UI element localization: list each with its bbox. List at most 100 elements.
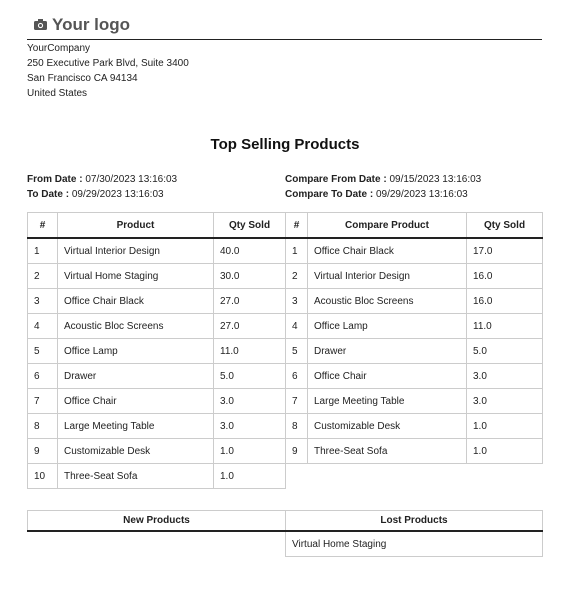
table-row: 9 Three-Seat Sofa 1.0 [285,438,543,464]
table-cell: 27.0 [213,313,286,339]
table-cell: 1.0 [213,438,286,464]
date-value: 09/29/2023 13:16:03 [71,189,164,200]
table-cell: Virtual Interior Design [57,237,214,264]
table-cell: 3.0 [466,363,543,389]
table-cell: Office Chair [307,363,467,389]
date-value: 07/30/2023 13:16:03 [85,174,178,185]
table-row: 6 Drawer 5.0 [27,363,286,389]
table-cell: Virtual Home Staging [57,263,214,289]
table-cell: Three-Seat Sofa [57,463,214,489]
empty-cell [28,531,286,557]
table-row: 5 Drawer 5.0 [285,338,543,364]
table-cell: 6 [285,363,308,389]
table-cell: 7 [27,388,58,414]
table-cell: 1.0 [213,463,286,489]
logo: Your logo [27,14,542,40]
table-cell: Office Chair Black [57,288,214,314]
column-header: Qty Sold [466,212,543,239]
table-cell: 5.0 [466,338,543,364]
date-label: To Date : [27,189,70,200]
table-cell: 1.0 [466,438,543,464]
column-header: # [27,212,58,239]
table-cell: 8 [285,413,308,439]
table-cell: Drawer [307,338,467,364]
table-cell: 6 [27,363,58,389]
table-cell: 17.0 [466,237,543,264]
date-label: From Date : [27,174,83,185]
header-row: # Product Qty Sold [27,212,286,239]
table-cell: 1 [285,237,308,264]
table-cell: 5 [27,338,58,364]
table-cell: 16.0 [466,288,543,314]
current-table: # Product Qty Sold 1 Virtual Interior Design… [27,212,286,489]
header-row: # Compare Product Qty Sold [285,212,543,239]
header-row: New Products Lost Products [27,510,543,532]
table-row: 3 Acoustic Bloc Screens 16.0 [285,288,543,314]
dates: From Date : 07/30/2023 13:16:03 To Date … [27,172,177,202]
table-row: 3 Office Chair Black 27.0 [27,288,286,314]
table-cell: 3.0 [213,413,286,439]
column-header: Lost Products [285,510,543,532]
table-row: 8 Large Meeting Table 3.0 [27,413,286,439]
table-cell: Acoustic Bloc Screens [307,288,467,314]
address-line: San Francisco CA 94134 [27,73,138,84]
table-cell: Customizable Desk [57,438,214,464]
table-cell: 9 [27,438,58,464]
table-row: 7 Office Chair 3.0 [27,388,286,414]
changes-table: New Products Lost Products Virtual Home St… [27,510,543,557]
table-cell: 3.0 [213,388,286,414]
table-cell: 30.0 [213,263,286,289]
table-row: 7 Large Meeting Table 3.0 [285,388,543,414]
table-row: 9 Customizable Desk 1.0 [27,438,286,464]
table-cell: Virtual Home Staging [285,530,543,557]
column-header: Qty Sold [213,212,286,239]
table-cell: 1.0 [466,413,543,439]
address-line: 250 Executive Park Blvd, Suite 3400 [27,58,189,69]
table-cell: 7 [285,388,308,414]
table-cell: 3 [285,288,308,314]
table-cell: Office Lamp [307,313,467,339]
table-cell: 11.0 [213,338,286,364]
table-cell: 5.0 [213,363,286,389]
table-cell: Acoustic Bloc Screens [57,313,214,339]
table-cell: Office Chair [57,388,214,414]
table-cell: Large Meeting Table [57,413,214,439]
table-cell: 9 [285,438,308,464]
date-label: Compare From Date : [285,174,387,185]
table-cell: 27.0 [213,288,286,314]
table-cell: 4 [285,313,308,339]
table-row: 5 Office Lamp 11.0 [27,338,286,364]
table-row: 2 Virtual Interior Design 16.0 [285,263,543,289]
report-title: Top Selling Products [210,136,360,153]
table-cell: 3 [27,288,58,314]
date-label: Compare To Date : [285,189,374,200]
table-cell: Customizable Desk [307,413,467,439]
table-cell: 40.0 [213,237,286,264]
table-cell: Drawer [57,363,214,389]
table-cell: 5 [285,338,308,364]
table-cell: 8 [27,413,58,439]
logo-text: Your logo [52,15,131,34]
table-row: 1 Office Chair Black 17.0 [285,237,543,264]
table-row: 6 Office Chair 3.0 [285,363,543,389]
table-cell: Three-Seat Sofa [307,438,467,464]
table-cell: 1 [27,237,58,264]
table-cell: 3.0 [466,388,543,414]
table-cell: Virtual Interior Design [307,263,467,289]
table-cell: 16.0 [466,263,543,289]
date-value: 09/15/2023 13:16:03 [389,174,482,185]
table-row: 1 Virtual Interior Design 40.0 [27,237,286,264]
table-row: 4 Office Lamp 11.0 [285,313,543,339]
camera-icon [34,19,47,30]
table-cell: 4 [27,313,58,339]
table-row: Virtual Home Staging [28,530,543,557]
column-header: Compare Product [307,212,467,239]
table-row: 8 Customizable Desk 1.0 [285,413,543,439]
compare-table: # Compare Product Qty Sold 1 Office Chair Bl… [285,212,543,464]
column-header: # [285,212,308,239]
address-line: YourCompany [27,43,91,54]
table-row: 4 Acoustic Bloc Screens 27.0 [27,313,286,339]
table-cell: 11.0 [466,313,543,339]
compare-dates: Compare From Date : 09/15/2023 13:16:03 … [285,172,481,202]
table-row: 2 Virtual Home Staging 30.0 [27,263,286,289]
